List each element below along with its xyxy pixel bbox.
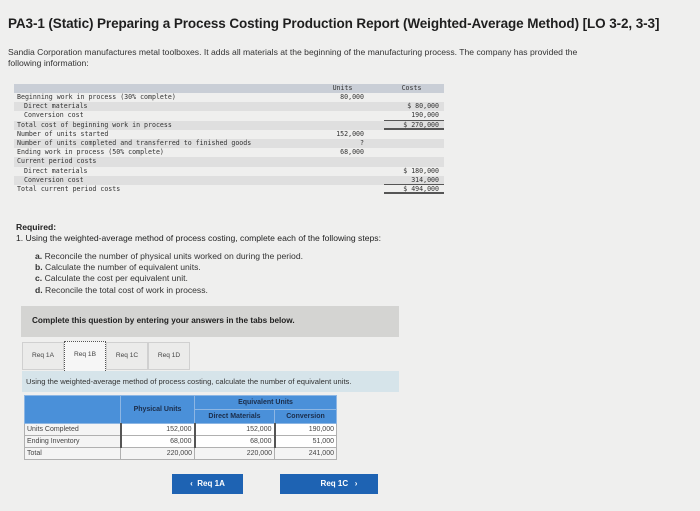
chevron-right-icon: › [354,479,358,488]
physical-units-input[interactable]: 152,000 [119,423,195,436]
next-req-1c-button[interactable]: Req 1C › [280,474,378,494]
given-row: Direct materials $ 80,000 [14,102,444,112]
tab-req-1c[interactable]: Req 1C [106,342,148,370]
given-data-table: Units Costs Beginning work in process (3… [14,84,444,195]
conversion-header: Conversion [274,409,337,424]
table-row: Units Completed 152,000 152,000 190,000 [24,423,337,436]
direct-materials-total: 220,000 [194,447,275,460]
direct-materials-input[interactable]: 68,000 [193,435,275,448]
chevron-left-icon: ‹ [190,479,193,488]
prev-req-1a-button[interactable]: ‹ Req 1A [172,474,243,494]
tab-req-1a[interactable]: Req 1A [22,342,64,370]
instruction-text: Using the weighted-average method of pro… [22,371,399,392]
required-subitems: a. Reconcile the number of physical unit… [35,251,303,296]
direct-materials-input[interactable]: 152,000 [193,423,275,436]
units-header: Units [332,84,353,92]
given-row: Number of units completed and transferre… [14,138,444,149]
blank-header [24,395,121,424]
subitem: b. Calculate the number of equivalent un… [35,262,201,273]
tab-req-1b[interactable]: Req 1B [64,341,106,371]
given-row: Direct materials $ 180,000 [24,166,439,175]
requirement-tabs: Req 1A Req 1B Req 1C Req 1D [22,341,190,371]
given-row: Ending work in process (50% complete) 68… [17,148,364,157]
page-title: PA3-1 (Static) Preparing a Process Costi… [8,16,660,31]
direct-materials-header: Direct Materials [194,409,275,424]
physical-units-total: 220,000 [120,447,195,460]
equivalent-units-header: Equivalent Units [194,395,337,410]
subitem: a. Reconcile the number of physical unit… [35,251,304,261]
given-row: Current period costs [14,157,444,167]
conversion-input[interactable]: 190,000 [273,423,337,436]
conversion-input[interactable]: 51,000 [273,435,337,448]
required-section: Required: 1. Using the weighted-average … [16,222,381,243]
given-row: Conversion cost 190,000 [14,111,444,121]
given-row: Beginning work in process (30% complete)… [17,93,364,101]
table-row: Ending Inventory 68,000 68,000 51,000 [24,435,337,448]
conversion-total: 241,000 [274,447,337,460]
given-row: Number of units started 152,000 [17,129,364,138]
complete-question-bar: Complete this question by entering your … [21,306,399,337]
required-step: 1. Using the weighted-average method of … [16,233,381,243]
costs-header: Costs [401,84,422,92]
intro-text: Sandia Corporation manufactures metal to… [8,47,578,68]
given-header-row: Units Costs [14,84,444,93]
equivalent-units-table: Physical Units Equivalent Units Direct M… [24,395,337,460]
tab-req-1d[interactable]: Req 1D [148,342,190,370]
table-row: Total 220,000 220,000 241,000 [24,447,337,460]
given-row: Total current period costs $ 494,000 [14,185,444,195]
given-row: Total cost of beginning work in process … [14,120,444,130]
physical-units-header: Physical Units [120,395,195,424]
given-row: Conversion cost 314,000 [14,175,444,185]
required-heading: Required: [16,222,57,232]
physical-units-input[interactable]: 68,000 [119,435,195,448]
subitem: c. Calculate the cost per equivalent uni… [35,273,188,284]
subitem: d. Reconcile the total cost of work in p… [35,284,208,295]
